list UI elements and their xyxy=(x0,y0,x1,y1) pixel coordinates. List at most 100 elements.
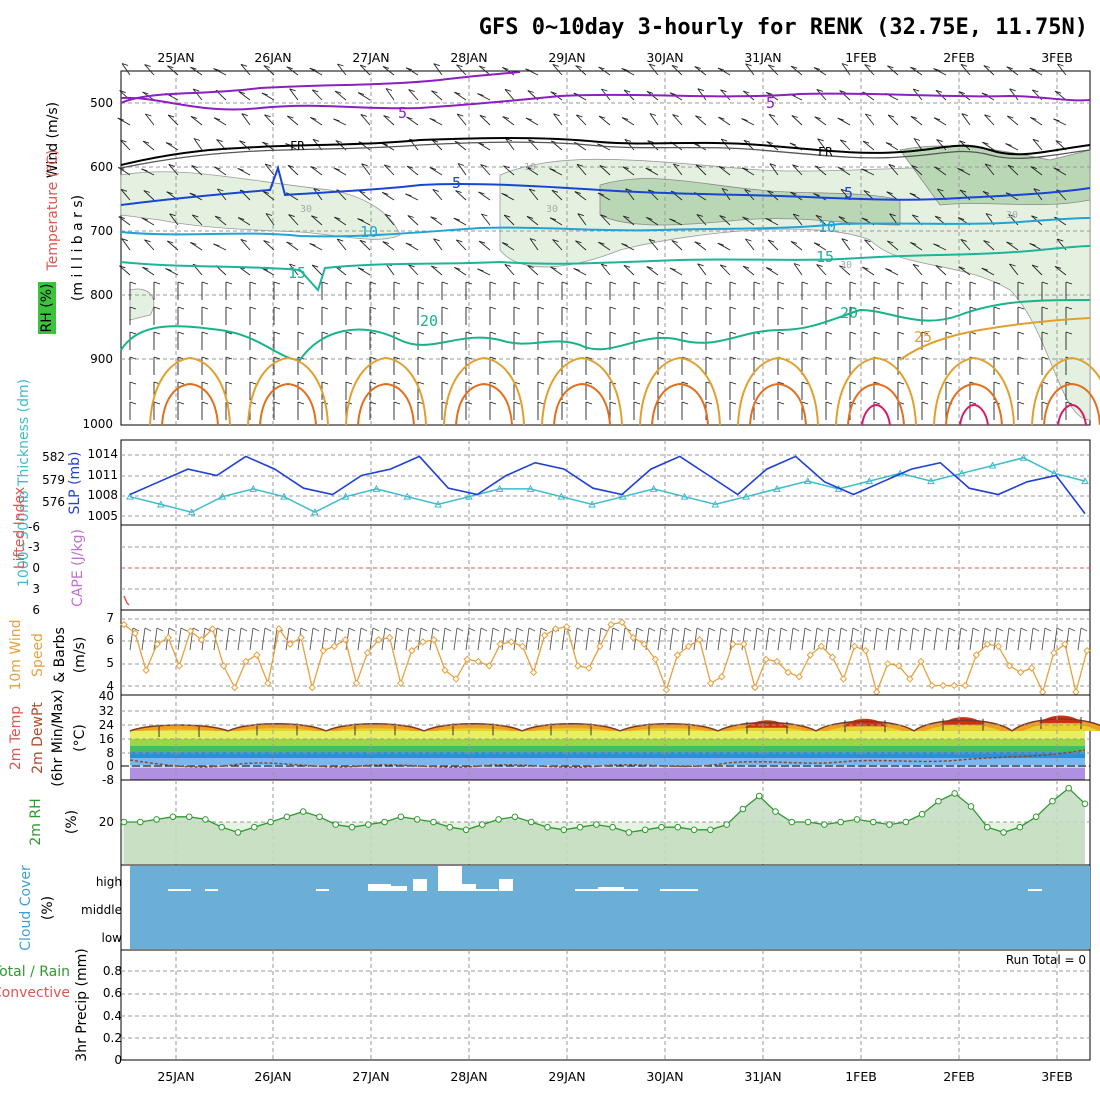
wind-barb-flag xyxy=(118,216,125,220)
wind-barb-flag xyxy=(465,331,473,335)
wind-barb-flag xyxy=(502,116,509,120)
rh-point xyxy=(153,816,160,823)
wind-barb xyxy=(513,627,518,651)
wind-barb xyxy=(478,191,491,201)
wind-barb xyxy=(477,142,491,151)
wind-barb-flag xyxy=(369,356,377,360)
wind-barb xyxy=(369,627,374,651)
rh-point xyxy=(1065,784,1072,792)
wind-barb xyxy=(873,627,878,651)
rh-point xyxy=(316,813,323,821)
wind-speed-point xyxy=(551,625,560,633)
wind-barb-flag xyxy=(201,401,209,405)
wind-barb-flag xyxy=(311,215,318,219)
wind-barb-flag xyxy=(225,381,233,385)
wind-barb-flag xyxy=(1030,116,1037,120)
wind-barb-flag xyxy=(273,356,281,360)
wind-barb-flag xyxy=(633,381,641,385)
wind-barb xyxy=(1057,63,1067,76)
date-label-bottom: 28JAN xyxy=(450,1069,487,1084)
thickness-point xyxy=(803,477,812,485)
wind-barb xyxy=(285,627,290,651)
contour-label: 5 xyxy=(398,104,407,122)
wind-barb-flag xyxy=(561,281,569,285)
wind-barb xyxy=(311,264,323,276)
temp-line xyxy=(913,719,1013,732)
rh-point xyxy=(527,818,535,826)
wind-barb xyxy=(693,627,698,651)
wind-barb xyxy=(961,113,971,126)
rh-point xyxy=(137,818,144,826)
wind-barb-flag xyxy=(669,92,677,96)
wind-barb xyxy=(455,190,467,201)
wind-barb-flag xyxy=(815,214,823,218)
wind-barb xyxy=(815,214,827,226)
wind-barb-flag xyxy=(599,165,606,168)
wind-barb-flag xyxy=(636,627,644,632)
wind-barb-flag xyxy=(649,63,656,67)
contour-5 xyxy=(120,164,1091,206)
wind-barb-flag xyxy=(478,191,485,195)
wind-speed-point xyxy=(718,673,726,681)
wind-speed-point xyxy=(762,655,770,664)
thickness-point xyxy=(1081,477,1089,485)
wind-barb-flag xyxy=(647,140,654,144)
rh-point xyxy=(185,813,193,821)
date-label-bottom: 25JAN xyxy=(157,1069,194,1084)
wind-barb-flag xyxy=(789,142,797,146)
wind-barb-flag xyxy=(168,627,176,632)
wind-barb xyxy=(861,627,866,651)
upper-ylabel-temp: Temperature (°C) xyxy=(45,150,61,272)
wind-barb xyxy=(383,164,395,176)
temp-line xyxy=(227,723,327,732)
rh-point xyxy=(479,821,486,828)
rh-point xyxy=(853,816,861,823)
rh-point xyxy=(462,826,470,834)
wind-barb-flag xyxy=(216,627,224,632)
contour-minus10 xyxy=(120,71,521,104)
wind-barb-flag xyxy=(501,242,509,246)
wind-speed-point xyxy=(363,649,372,657)
wind-barb xyxy=(261,92,275,101)
wind-barb xyxy=(141,627,146,651)
wind-barb-flag xyxy=(345,356,353,360)
wind-barb xyxy=(958,266,971,276)
wind-barb-flag xyxy=(633,281,641,285)
wind-barb xyxy=(936,139,947,151)
precip-label-a: Total / Rain xyxy=(0,964,70,980)
wind-barb-flag xyxy=(576,627,584,632)
wind-barb xyxy=(886,191,899,201)
wind-barb-flag xyxy=(862,266,869,270)
wind-barb xyxy=(839,90,851,101)
rh-point xyxy=(120,818,128,826)
wind-barb-flag xyxy=(385,88,393,91)
wind-barb xyxy=(334,90,347,101)
wind-barb-flag xyxy=(861,168,868,172)
wind-barb xyxy=(1032,139,1043,151)
wind-barb-flag xyxy=(192,627,200,632)
y-tick-label: 4 xyxy=(106,679,114,693)
wind-speed-point xyxy=(197,636,206,644)
wind-barb-flag xyxy=(1005,143,1012,147)
contour-label: 10 xyxy=(360,223,378,241)
wind-barb-flag xyxy=(310,116,317,120)
wind-barb-flag xyxy=(705,331,713,335)
temp-2m-panel: 40 32 24 16 8 0 -8 2m Temp 2m DewPt (6hr… xyxy=(8,689,1100,787)
wind-barb-flag xyxy=(1017,281,1025,285)
wind-barb xyxy=(169,213,179,226)
wind-barb-flag xyxy=(479,114,487,118)
li-trace xyxy=(123,595,130,606)
wind-barb-flag xyxy=(585,281,593,285)
wind-barb-flag xyxy=(981,92,989,96)
wind-barb-flag xyxy=(369,306,377,310)
wind-speed-point xyxy=(352,679,361,688)
rh-point xyxy=(821,821,828,828)
wind-speed-point xyxy=(817,642,826,651)
wind-barb-flag xyxy=(553,113,560,117)
wind-barb-flag xyxy=(417,331,425,335)
wind-barb xyxy=(311,89,323,101)
wind-barb xyxy=(273,627,278,651)
wind-barb-flag xyxy=(129,356,137,360)
wind-barb-flag xyxy=(335,140,342,143)
wind-barb xyxy=(1017,627,1022,651)
